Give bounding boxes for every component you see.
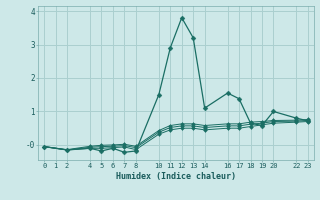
X-axis label: Humidex (Indice chaleur): Humidex (Indice chaleur) bbox=[116, 172, 236, 181]
